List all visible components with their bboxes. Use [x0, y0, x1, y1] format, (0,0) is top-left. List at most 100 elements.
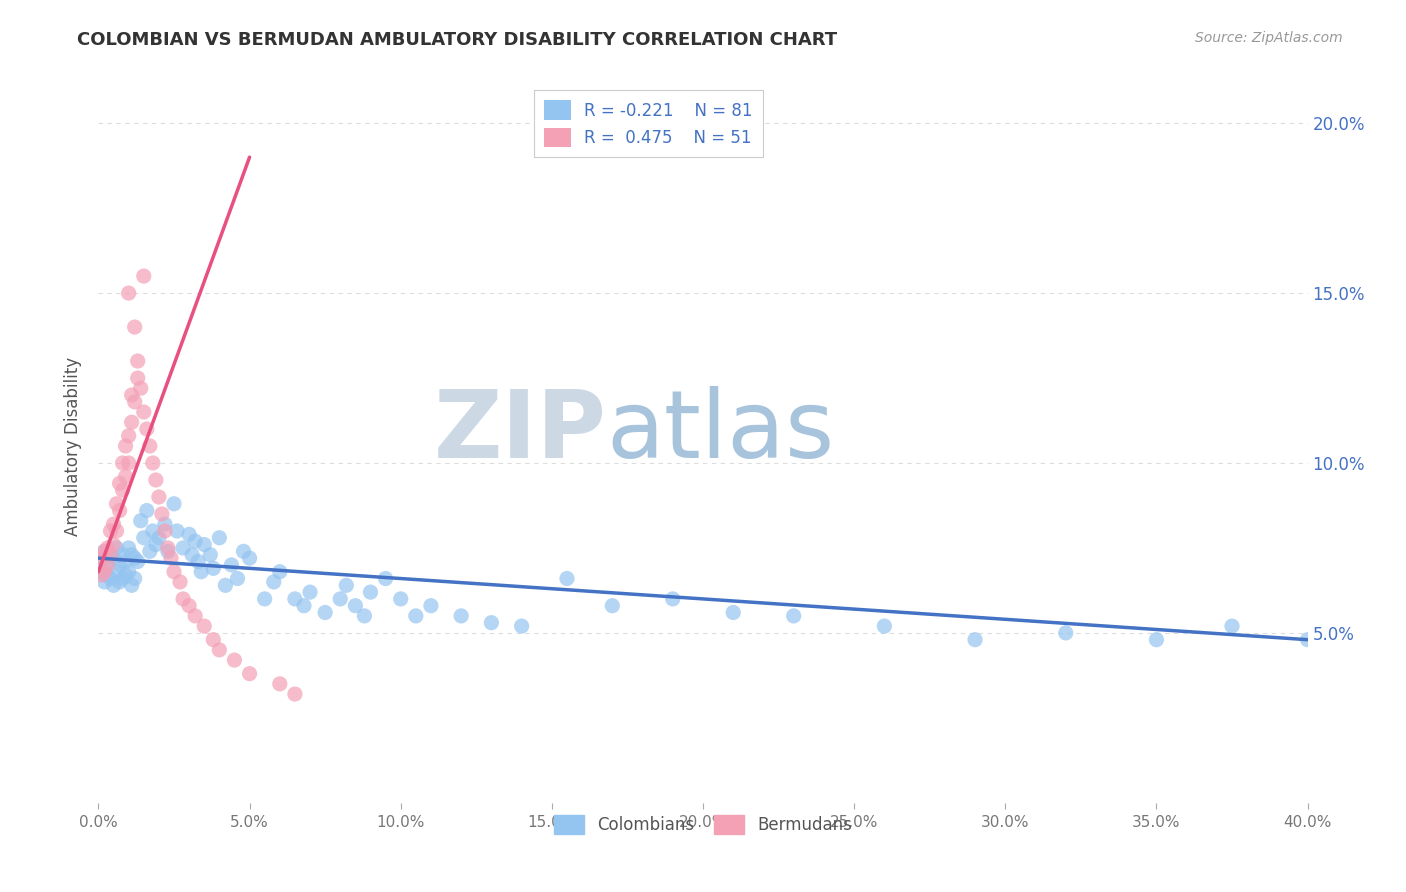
Point	[190, 565, 212, 579]
Point	[253, 591, 276, 606]
Point	[132, 269, 155, 284]
Point	[127, 371, 149, 385]
Point	[153, 517, 176, 532]
Point	[299, 585, 322, 599]
Point	[202, 561, 225, 575]
Point	[193, 619, 215, 633]
Point	[118, 541, 141, 555]
Point	[100, 548, 122, 562]
Point	[108, 574, 131, 589]
Text: ZIP: ZIP	[433, 385, 606, 478]
Point	[111, 483, 134, 498]
Point	[450, 608, 472, 623]
Point	[121, 548, 143, 562]
Point	[100, 572, 122, 586]
Text: Source: ZipAtlas.com: Source: ZipAtlas.com	[1195, 31, 1343, 45]
Point	[179, 599, 201, 613]
Point	[108, 558, 131, 572]
Point	[103, 537, 125, 551]
Text: COLOMBIAN VS BERMUDAN AMBULATORY DISABILITY CORRELATION CHART: COLOMBIAN VS BERMUDAN AMBULATORY DISABIL…	[77, 31, 838, 49]
Point	[105, 565, 128, 579]
Point	[1144, 632, 1167, 647]
Point	[124, 394, 146, 409]
Point	[335, 578, 357, 592]
Point	[269, 677, 291, 691]
Point	[226, 572, 249, 586]
Point	[103, 551, 125, 566]
Point	[202, 632, 225, 647]
Point	[389, 591, 412, 606]
Y-axis label: Ambulatory Disability: Ambulatory Disability	[65, 357, 83, 535]
Point	[96, 555, 118, 569]
Point	[481, 615, 503, 630]
Point	[103, 578, 125, 592]
Point	[284, 687, 307, 701]
Text: atlas: atlas	[606, 385, 835, 478]
Point	[127, 555, 149, 569]
Point	[184, 608, 207, 623]
Point	[127, 354, 149, 368]
Point	[783, 608, 806, 623]
Point	[135, 503, 157, 517]
Point	[873, 619, 896, 633]
Point	[965, 632, 987, 647]
Point	[269, 565, 291, 579]
Point	[108, 503, 131, 517]
Point	[1220, 619, 1243, 633]
Point	[263, 574, 285, 589]
Point	[96, 541, 118, 555]
Point	[93, 544, 115, 558]
Point	[510, 619, 533, 633]
Point	[118, 429, 141, 443]
Point	[105, 541, 128, 555]
Point	[118, 456, 141, 470]
Point	[105, 497, 128, 511]
Point	[602, 599, 624, 613]
Point	[121, 578, 143, 592]
Point	[114, 555, 136, 569]
Point	[1296, 632, 1319, 647]
Point	[142, 524, 165, 538]
Point	[145, 537, 167, 551]
Point	[139, 439, 162, 453]
Point	[145, 473, 167, 487]
Point	[314, 606, 336, 620]
Point	[90, 551, 112, 566]
Point	[208, 531, 231, 545]
Point	[132, 531, 155, 545]
Point	[221, 558, 243, 572]
Point	[135, 422, 157, 436]
Point	[148, 490, 170, 504]
Point	[139, 544, 162, 558]
Point	[111, 456, 134, 470]
Point	[166, 524, 188, 538]
Point	[179, 527, 201, 541]
Point	[121, 388, 143, 402]
Point	[172, 541, 194, 555]
Point	[142, 456, 165, 470]
Point	[96, 558, 118, 572]
Point	[232, 544, 254, 558]
Point	[90, 565, 112, 579]
Point	[163, 497, 186, 511]
Point	[172, 591, 194, 606]
Point	[284, 591, 307, 606]
Point	[121, 415, 143, 429]
Point	[90, 568, 112, 582]
Point	[103, 517, 125, 532]
Point	[96, 568, 118, 582]
Point	[114, 568, 136, 582]
Point	[93, 544, 115, 558]
Point	[344, 599, 367, 613]
Point	[184, 534, 207, 549]
Point	[124, 320, 146, 334]
Point	[163, 565, 186, 579]
Point	[1054, 626, 1077, 640]
Point	[292, 599, 315, 613]
Point	[118, 286, 141, 301]
Point	[181, 548, 204, 562]
Point	[208, 643, 231, 657]
Point	[118, 565, 141, 579]
Point	[360, 585, 382, 599]
Point	[239, 666, 262, 681]
